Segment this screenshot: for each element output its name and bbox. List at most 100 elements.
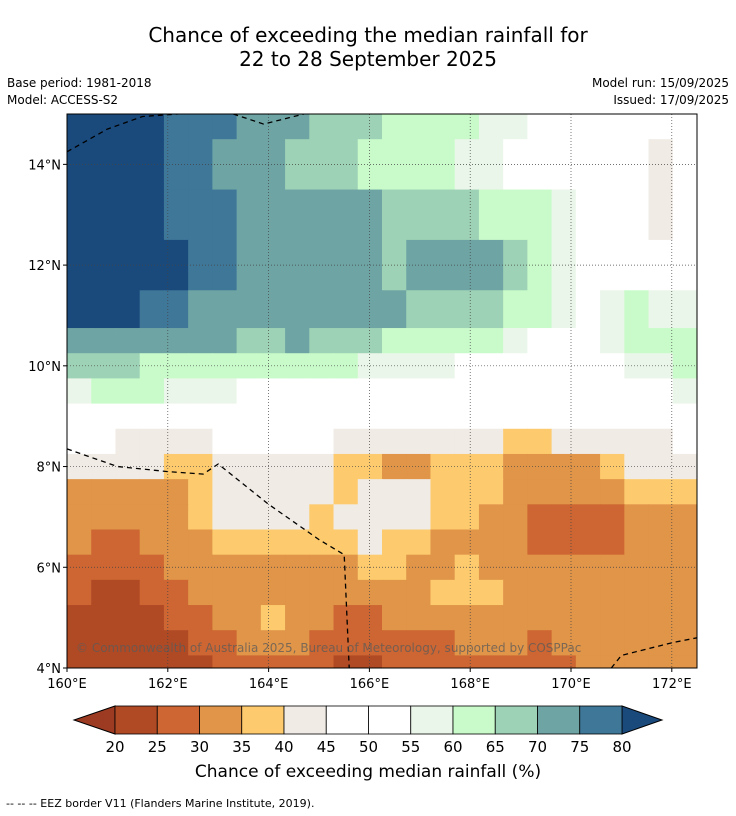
heatmap-cell (551, 428, 577, 455)
heatmap-cell (285, 529, 310, 556)
x-tick-label: 166°E (350, 677, 390, 692)
heatmap-cell (260, 579, 286, 606)
heatmap-cell (406, 630, 432, 657)
heatmap-cell (575, 378, 601, 405)
heatmap-cell (648, 504, 674, 531)
heatmap-cell (236, 479, 262, 505)
colorbar-tick-label: 75 (570, 738, 589, 756)
heatmap-cell (212, 428, 238, 455)
heatmap-cell (163, 605, 189, 631)
heatmap-cell (503, 328, 528, 354)
heatmap-cell (188, 403, 213, 430)
chart-title-line2: 22 to 28 September 2025 (239, 47, 497, 71)
heatmap-cell (260, 139, 286, 191)
y-tick-label: 14°N (28, 158, 61, 173)
model-name: Model: ACCESS-S2 (7, 93, 119, 107)
y-tick-label: 8°N (37, 461, 62, 476)
colorbar (72, 705, 664, 735)
eez-borders (67, 114, 697, 668)
heatmap-cell (285, 479, 310, 505)
heatmap-cell (575, 139, 601, 191)
heatmap-cell (115, 579, 141, 606)
heatmap-cell (115, 605, 141, 631)
heatmap-cell (357, 328, 383, 354)
colorbar-tick-label: 45 (317, 738, 336, 756)
heatmap-cell (188, 114, 213, 140)
heatmap-cell (478, 579, 504, 606)
colorbar-over-arrow (621, 705, 664, 735)
heatmap-cell (333, 479, 359, 505)
issued-date: Issued: 17/09/2025 (613, 93, 729, 107)
colorbar-segment (114, 705, 158, 735)
colorbar-segment (494, 705, 538, 735)
heatmap-cell (67, 529, 92, 556)
heatmap-cell (527, 655, 553, 668)
heatmap-cell (115, 529, 141, 556)
heatmap-cell (575, 353, 601, 380)
heatmap-cell (212, 479, 238, 505)
heatmap-cell (454, 504, 480, 531)
heatmap-cell (503, 378, 528, 405)
heatmap-cell (309, 378, 335, 405)
heatmap-cell (260, 453, 286, 480)
heatmap-cell (163, 453, 189, 480)
heatmap-cell (357, 479, 383, 505)
heatmap-cell (212, 655, 238, 668)
colorbar-tick-label: 50 (359, 738, 378, 756)
heatmap-cell (624, 655, 650, 668)
heatmap-cell (406, 428, 432, 455)
heatmap-cell (212, 403, 238, 430)
heatmap-cell (624, 403, 650, 430)
heatmap-cell (285, 189, 310, 241)
heatmap-cell (527, 453, 553, 480)
heatmap-cell (575, 655, 601, 668)
heatmap-cell (527, 189, 553, 241)
heatmap-cell (527, 479, 553, 505)
heatmap-cell (260, 378, 286, 405)
heatmap-cell (309, 479, 335, 505)
heatmap-cell (382, 655, 407, 668)
heatmap-cell (430, 579, 456, 606)
heatmap-cell (406, 290, 432, 329)
heatmap-cell (454, 378, 480, 405)
colorbar-label: Chance of exceeding median rainfall (%) (194, 762, 542, 782)
heatmap-cell (478, 655, 504, 668)
heatmap-cell (527, 579, 553, 606)
heatmap-cell (430, 290, 456, 329)
heatmap-cell (163, 655, 189, 668)
heatmap-cell (478, 378, 504, 405)
heatmap-cell (551, 655, 577, 668)
heatmap-cell (139, 290, 165, 329)
heatmap-cell (333, 504, 359, 531)
heatmap-cell (406, 403, 432, 430)
heatmap-cell (139, 189, 165, 241)
model-run: Model run: 15/09/2025 (591, 76, 729, 90)
heatmap-cell (285, 579, 310, 606)
heatmap-cell (430, 378, 456, 405)
heatmap-cell (575, 630, 601, 657)
colorbar-tick-label: 55 (401, 738, 420, 756)
heatmap-cell (91, 114, 117, 140)
heatmap-cell (454, 428, 480, 455)
heatmap-cell (309, 630, 335, 657)
heatmap-cell (309, 605, 335, 631)
heatmap-cell (600, 630, 625, 657)
heatmap-cell (67, 655, 92, 668)
heatmap-cell (454, 579, 480, 606)
heatmap-cell (333, 114, 359, 140)
heatmap-cell (67, 479, 92, 505)
heatmap-cell (212, 114, 238, 140)
heatmap-cell (527, 428, 553, 455)
heatmap-cell (648, 403, 674, 430)
x-tick-label: 168°E (450, 677, 490, 692)
heatmap-cell (139, 504, 165, 531)
y-tick-label: 6°N (37, 561, 62, 576)
heatmap-cell (503, 239, 528, 291)
heatmap-cell (600, 353, 625, 380)
colorbar-under-arrow (72, 705, 116, 735)
heatmap-cell (91, 655, 117, 668)
heatmap-cell (285, 378, 310, 405)
heatmap-cell (406, 328, 432, 354)
heatmap-cell (600, 605, 625, 631)
heatmap-cell (357, 605, 383, 631)
